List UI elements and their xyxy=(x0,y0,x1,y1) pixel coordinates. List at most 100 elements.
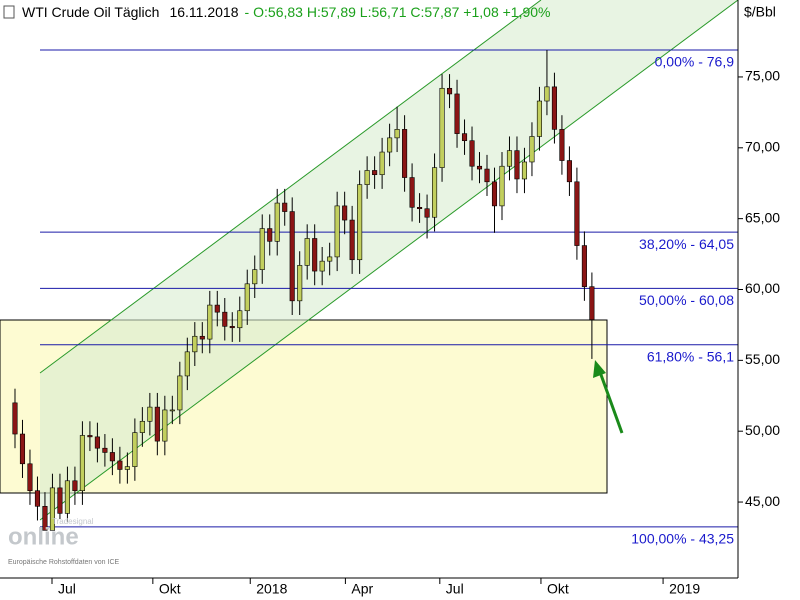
candle-body xyxy=(574,181,580,246)
date: 16.11.2018 xyxy=(169,4,238,20)
fibonacci: 0,00% - 76,9 38,20% - 64,05 50,00% - 60,08… xyxy=(40,49,738,547)
candle-body xyxy=(162,409,168,442)
fib-label: 61,80% - 56,1 xyxy=(647,348,734,364)
candle-body xyxy=(102,447,108,453)
x-tick-label: Jul xyxy=(58,581,76,597)
candle-body xyxy=(49,487,55,531)
candle-body xyxy=(297,265,303,302)
candle-body xyxy=(79,435,85,492)
candle-body xyxy=(499,165,505,207)
y-tick-label: 70,00 xyxy=(745,138,780,154)
candle-body xyxy=(551,86,557,130)
source: Europäische Rohstoffdaten von ICE xyxy=(8,559,119,566)
candle-body xyxy=(184,351,190,377)
candle-body xyxy=(491,181,498,207)
candle-body xyxy=(267,228,273,242)
candle-body xyxy=(252,269,258,285)
candle-body xyxy=(244,283,250,312)
candle-body xyxy=(222,311,228,327)
candle-body xyxy=(506,150,513,167)
candle-body xyxy=(589,286,595,320)
x-tick-label: 2018 xyxy=(256,581,287,597)
y-tick-label: 50,00 xyxy=(745,422,780,438)
candle-body xyxy=(177,375,183,411)
candle-body xyxy=(364,170,370,185)
candle-body xyxy=(72,480,78,492)
candle-body xyxy=(559,129,565,161)
candle-body xyxy=(207,304,213,340)
candle-body xyxy=(169,409,175,412)
candle-body xyxy=(304,238,310,266)
candle-body xyxy=(544,86,550,102)
candle-body xyxy=(12,402,18,435)
candle-body xyxy=(192,335,198,353)
candle-body xyxy=(342,205,348,221)
candle-body xyxy=(402,129,408,178)
candle-body xyxy=(64,480,70,514)
candle-body xyxy=(432,167,438,218)
candle-body xyxy=(529,136,535,163)
x-tick-label: Okt xyxy=(547,581,569,597)
quote: O:56,83 H:57,89 L:56,71 C:57,87 +1,08 +1… xyxy=(253,4,550,20)
candle-body xyxy=(34,490,41,507)
watermark: online xyxy=(8,523,79,550)
title: WTI Crude Oil Täglich xyxy=(22,4,159,20)
x-tick-label: Apr xyxy=(351,581,373,597)
candle-body xyxy=(214,304,220,313)
candle-body xyxy=(319,260,325,272)
candle-body xyxy=(154,406,160,442)
x-tick-label: Jul xyxy=(446,581,464,597)
candle-body xyxy=(409,177,415,208)
header-icon xyxy=(3,5,15,19)
fib-label: 38,20% - 64,05 xyxy=(639,236,734,252)
y-tick-label: 60,00 xyxy=(745,280,780,296)
candle-body xyxy=(199,335,205,340)
candle-body xyxy=(42,505,48,531)
candle-body xyxy=(536,100,542,137)
candle-body xyxy=(454,93,460,134)
candle-body xyxy=(581,245,587,287)
y-tick-label: 45,00 xyxy=(745,493,780,509)
candle-body xyxy=(357,184,363,261)
fib-label: 50,00% - 60,08 xyxy=(639,292,734,308)
y-tick-label: 75,00 xyxy=(745,68,780,84)
arrow-head xyxy=(593,360,606,378)
candle-body xyxy=(439,87,445,168)
fib-label: 0,00% - 76,9 xyxy=(655,54,735,70)
candle-body xyxy=(446,87,453,95)
candle-body xyxy=(259,228,265,270)
candle-body xyxy=(109,452,115,462)
candle-body xyxy=(282,202,288,212)
y-tick-label: 55,00 xyxy=(745,351,780,367)
y-tick-label: 65,00 xyxy=(745,209,780,225)
candle-body xyxy=(274,202,280,242)
unit: $/Bbl xyxy=(744,4,776,20)
candle-body xyxy=(289,211,295,302)
candle-body xyxy=(387,137,393,153)
candle-body xyxy=(521,161,528,180)
watermark-brand: Tradesignal xyxy=(52,517,94,526)
candles xyxy=(12,50,595,531)
candle-body xyxy=(229,326,235,329)
candle-body xyxy=(349,219,355,261)
candle-body xyxy=(372,170,378,176)
candle-body xyxy=(312,238,318,272)
candle-body xyxy=(132,432,138,467)
candle-body xyxy=(124,466,130,470)
candle-body xyxy=(334,205,340,258)
arrow xyxy=(593,360,624,434)
x-tick-label: Okt xyxy=(159,581,181,597)
candle-body xyxy=(484,168,490,183)
candle-body xyxy=(469,140,475,167)
candle-body xyxy=(394,129,400,139)
x-tick-label: 2019 xyxy=(669,581,700,597)
candle-body xyxy=(27,463,33,492)
candle-body xyxy=(94,436,100,449)
dash: - xyxy=(244,4,249,20)
fib-label: 100,00% - 43,25 xyxy=(631,531,734,547)
channel-upper xyxy=(39,0,542,374)
candle-body xyxy=(461,133,468,142)
candle-body xyxy=(139,420,145,433)
